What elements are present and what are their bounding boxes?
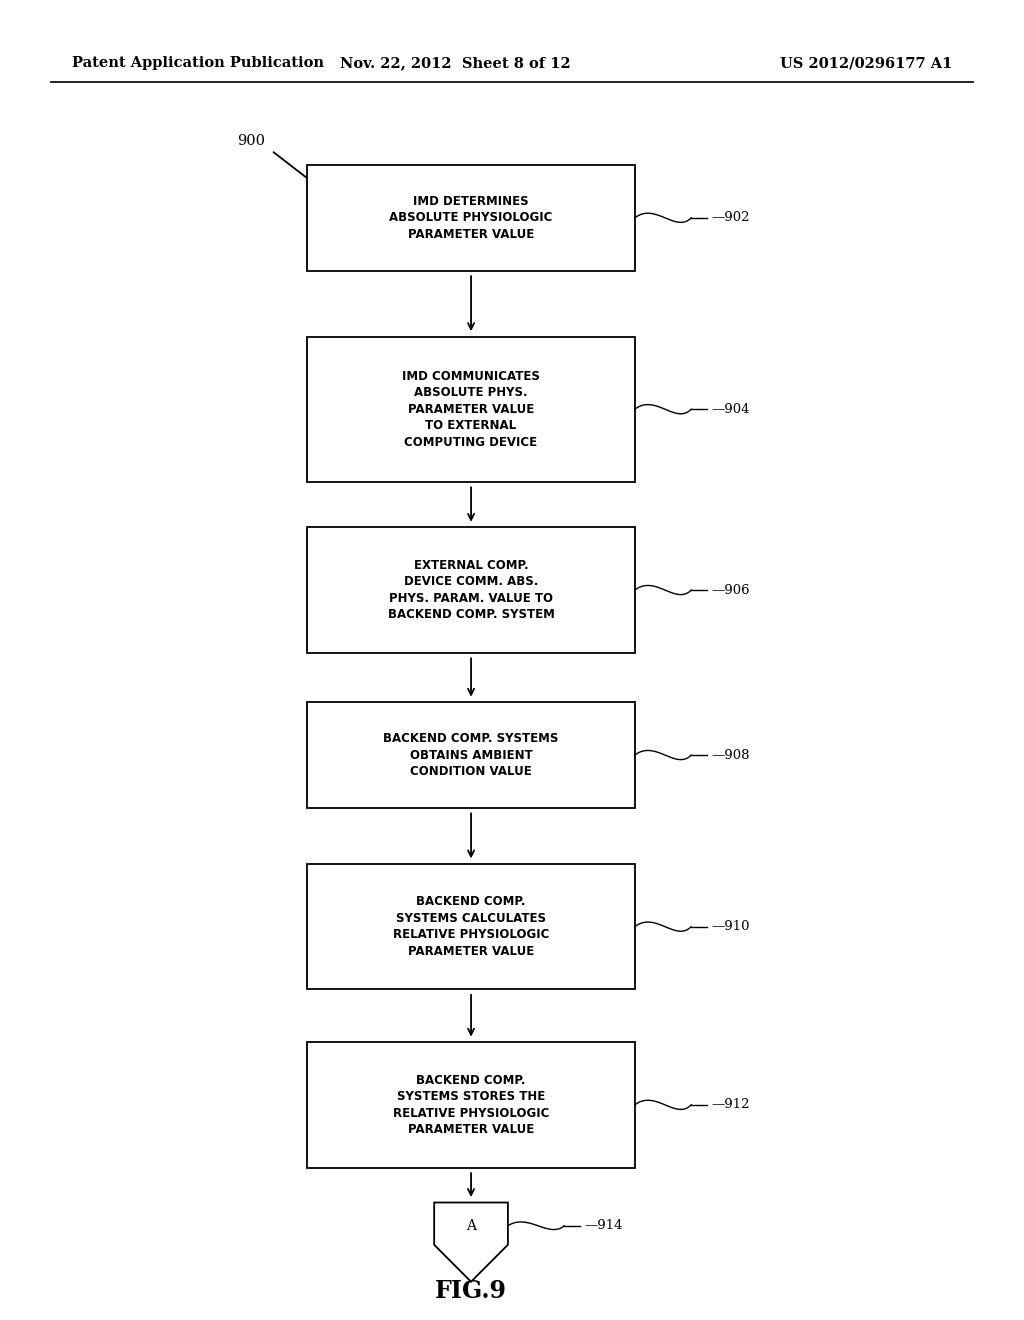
Text: BACKEND COMP.
SYSTEMS CALCULATES
RELATIVE PHYSIOLOGIC
PARAMETER VALUE: BACKEND COMP. SYSTEMS CALCULATES RELATIV… [393,895,549,958]
Text: Nov. 22, 2012  Sheet 8 of 12: Nov. 22, 2012 Sheet 8 of 12 [340,57,571,70]
Polygon shape [434,1203,508,1282]
Text: EXTERNAL COMP.
DEVICE COMM. ABS.
PHYS. PARAM. VALUE TO
BACKEND COMP. SYSTEM: EXTERNAL COMP. DEVICE COMM. ABS. PHYS. P… [388,558,554,622]
Text: —908: —908 [712,748,751,762]
Bar [307,863,635,990]
Text: FIG.9: FIG.9 [435,1279,507,1303]
Bar [307,702,635,808]
Text: —902: —902 [712,211,751,224]
Text: BACKEND COMP.
SYSTEMS STORES THE
RELATIVE PHYSIOLOGIC
PARAMETER VALUE: BACKEND COMP. SYSTEMS STORES THE RELATIV… [393,1073,549,1137]
Text: IMD DETERMINES
ABSOLUTE PHYSIOLOGIC
PARAMETER VALUE: IMD DETERMINES ABSOLUTE PHYSIOLOGIC PARA… [389,195,553,240]
Text: A: A [466,1218,476,1233]
Text: Patent Application Publication: Patent Application Publication [72,57,324,70]
Text: —914: —914 [585,1220,624,1233]
Text: BACKEND COMP. SYSTEMS
OBTAINS AMBIENT
CONDITION VALUE: BACKEND COMP. SYSTEMS OBTAINS AMBIENT CO… [383,733,559,777]
Bar [307,165,635,271]
Text: 900: 900 [237,135,265,148]
Bar [307,337,635,482]
Bar [307,1043,635,1167]
Text: —906: —906 [712,583,751,597]
Text: IMD COMMUNICATES
ABSOLUTE PHYS.
PARAMETER VALUE
TO EXTERNAL
COMPUTING DEVICE: IMD COMMUNICATES ABSOLUTE PHYS. PARAMETE… [402,370,540,449]
Text: US 2012/0296177 A1: US 2012/0296177 A1 [780,57,952,70]
Text: —910: —910 [712,920,751,933]
Text: —904: —904 [712,403,751,416]
Bar [307,527,635,652]
Text: —912: —912 [712,1098,751,1111]
